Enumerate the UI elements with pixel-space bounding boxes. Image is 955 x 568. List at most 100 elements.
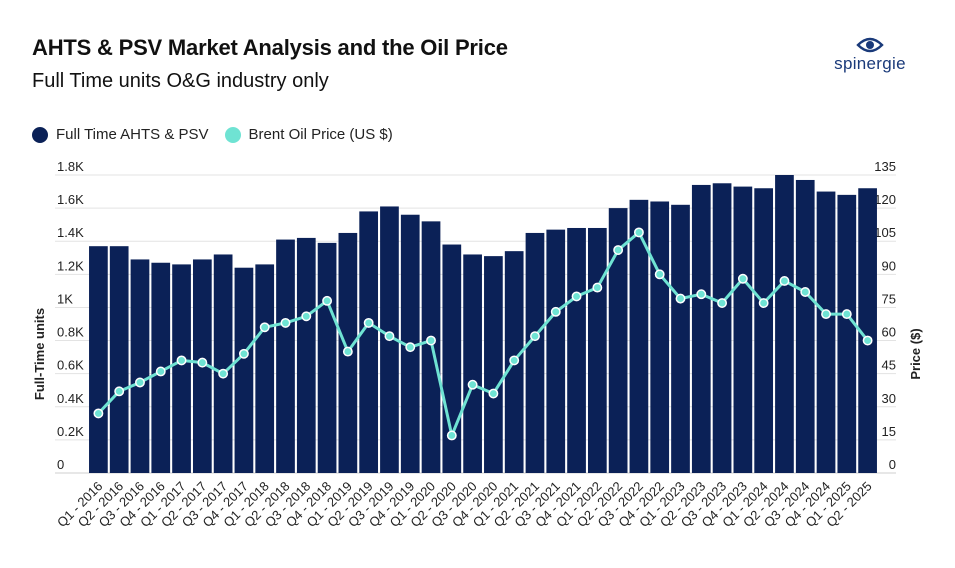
y-left-tick-label: 0 [57, 457, 64, 472]
oil-price-point [363, 317, 374, 328]
legend-swatch-line [224, 126, 241, 143]
oil-price-point [114, 386, 125, 397]
bar [109, 246, 129, 473]
bar [858, 188, 877, 473]
bar [567, 227, 586, 473]
oil-price-point [696, 289, 707, 300]
oil-price-point [197, 357, 208, 368]
oil-price-point [238, 348, 249, 359]
bar [296, 237, 316, 473]
y-right-tick-label: 105 [874, 225, 896, 240]
bar [587, 227, 607, 473]
y-left-tick-label: 1.6K [57, 192, 84, 207]
oil-price-point [155, 366, 166, 377]
oil-price-point [488, 388, 499, 399]
bar [608, 208, 628, 473]
oil-price-point [613, 245, 624, 256]
oil-price-point [758, 298, 769, 308]
oil-price-point [841, 309, 852, 320]
bar [795, 179, 815, 473]
bar [276, 239, 295, 473]
bar [671, 204, 690, 474]
oil-price-point [280, 317, 291, 328]
bar [712, 183, 732, 473]
brand-name: spinergie [834, 54, 906, 73]
bar [89, 246, 108, 473]
bar [691, 184, 711, 473]
bar [255, 264, 275, 473]
y-right-tick-label: 90 [882, 258, 896, 273]
legend-label-line: Brent Oil Price (US $) [248, 126, 393, 143]
y-left-tick-label: 0.2K [57, 424, 84, 439]
oil-price-point [571, 291, 582, 302]
y-left-tick-label: 0.6K [57, 358, 84, 373]
oil-price-point [135, 377, 145, 388]
oil-price-point [384, 331, 395, 342]
oil-price-point [592, 282, 603, 293]
bar [546, 229, 566, 473]
y-left-tick-label: 1K [57, 291, 73, 306]
y-right-tick-label: 135 [874, 159, 896, 174]
legend-item-bars: Full Time AHTS & PSV [32, 126, 209, 143]
oil-price-point [342, 346, 353, 357]
y-left-tick-label: 1.8K [57, 159, 84, 174]
bar [837, 194, 857, 473]
y-left-tick-label: 0.8K [57, 325, 84, 340]
legend-swatch-bars [32, 126, 48, 143]
oil-price-point [301, 311, 312, 322]
oil-price-point [218, 368, 229, 379]
y-left-tick-label: 0.4K [57, 391, 84, 406]
oil-price-point [93, 408, 104, 419]
oil-price-point [259, 322, 270, 333]
oil-price-point [633, 227, 644, 238]
chart-title: AHTS & PSV Market Analysis and the Oil P… [32, 35, 508, 60]
oil-price-point [737, 273, 748, 284]
y-left-tick-label: 1.4K [57, 225, 84, 240]
chart-subtitle: Full Time units O&G industry only [32, 70, 329, 92]
bar [463, 254, 482, 473]
y-right-tick-label: 75 [882, 291, 896, 306]
oil-price-point [530, 331, 540, 342]
brand-logo: spinergie [828, 34, 912, 78]
oil-price-point [509, 355, 520, 366]
legend-item-line: Brent Oil Price (US $) [224, 126, 393, 143]
chart-legend: Full Time AHTS & PSV Brent Oil Price (US… [32, 126, 409, 143]
bar [213, 254, 233, 473]
y-right-tick-label: 15 [882, 424, 896, 439]
oil-price-point [862, 335, 873, 346]
bar [525, 232, 545, 473]
y-right-tick-label: 0 [889, 457, 896, 472]
y-right-tick-label: 120 [874, 192, 896, 207]
bar [650, 201, 670, 473]
y-left-tick-label: 1.2K [57, 258, 84, 273]
bar [317, 242, 337, 473]
oil-price-point [821, 309, 831, 320]
bar [130, 259, 150, 473]
oil-price-point [800, 287, 811, 297]
oil-price-point [446, 430, 457, 441]
oil-price-point [405, 342, 416, 353]
bar [484, 256, 503, 473]
legend-label-bars: Full Time AHTS & PSV [56, 126, 209, 143]
bar [816, 191, 836, 474]
oil-price-point [322, 295, 333, 306]
oil-price-point [176, 355, 187, 366]
bar [629, 199, 649, 474]
y-right-tick-label: 60 [882, 325, 896, 340]
y-right-tick-label: 30 [882, 391, 896, 406]
oil-price-point [654, 269, 665, 280]
bar [234, 267, 254, 473]
bar [733, 186, 753, 474]
bar [172, 264, 191, 473]
y-left-axis-title: Full-Time units [32, 308, 47, 400]
oil-price-point [550, 306, 561, 317]
bar [775, 175, 794, 473]
oil-price-point [675, 293, 686, 304]
oil-price-point [717, 298, 728, 308]
bar [754, 188, 774, 473]
oil-price-point [426, 335, 436, 346]
oil-price-point [779, 276, 790, 286]
y-right-axis-title: Price ($) [908, 328, 923, 379]
bar [359, 211, 379, 473]
